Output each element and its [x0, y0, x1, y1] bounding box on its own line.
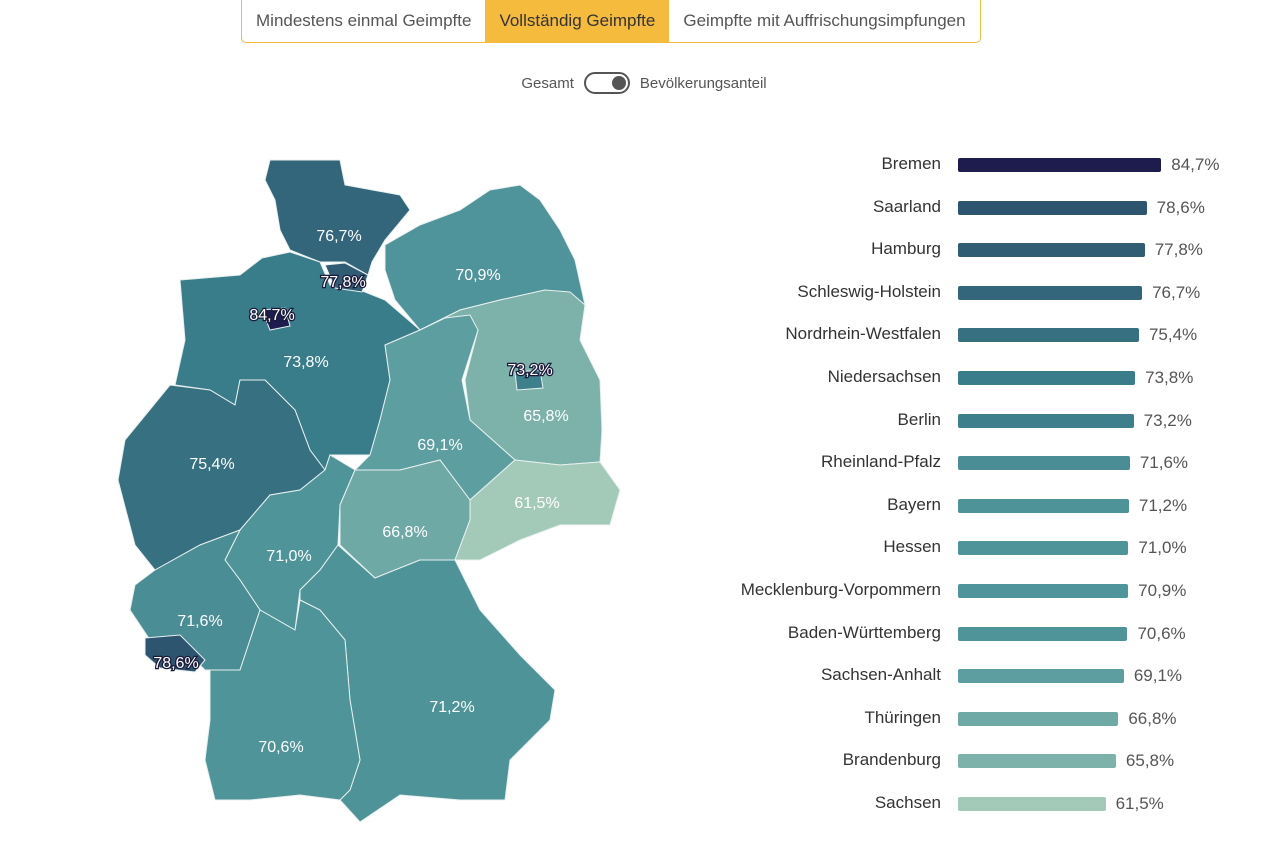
- bar-value-label: 77,8%: [1154, 240, 1203, 260]
- bar-label: Schleswig-Holstein: [797, 281, 941, 301]
- bar-value-label: 61,5%: [1115, 794, 1164, 813]
- bar-label: Sachsen-Anhalt: [820, 665, 941, 685]
- vaccination-type-tabs: Mindestens einmal Geimpfte Vollständig G…: [241, 0, 981, 43]
- map-value-label: 69,1%: [417, 437, 462, 454]
- bar[interactable]: [958, 711, 1119, 726]
- map-value-label: 84,7%: [249, 307, 294, 324]
- bar-label: Sachsen: [874, 793, 941, 812]
- map-state-mecklenburg-vorpommern[interactable]: [384, 184, 586, 331]
- bar[interactable]: [958, 285, 1143, 300]
- map-state-saarland[interactable]: [144, 634, 206, 673]
- bar[interactable]: [958, 669, 1124, 684]
- bar-label: Saarland: [872, 196, 941, 216]
- bar-label: Thüringen: [864, 707, 941, 727]
- map-value-label: 77,8%: [320, 274, 365, 291]
- bar-value-label: 75,4%: [1148, 325, 1198, 345]
- map-value-label: 61,5%: [514, 495, 559, 512]
- map-value-label: 75,4%: [189, 456, 234, 473]
- map-value-label: 66,8%: [382, 524, 427, 541]
- bar-value-label: 71,2%: [1138, 495, 1188, 515]
- bar[interactable]: [958, 541, 1129, 556]
- map-value-label: 76,7%: [316, 228, 361, 245]
- map-value-label: 71,0%: [266, 548, 311, 565]
- bar-value-label: 71,6%: [1139, 453, 1189, 473]
- display-mode-toggle-row: Gesamt Bevölkerungsanteil: [0, 72, 1288, 94]
- bar[interactable]: [958, 584, 1129, 598]
- bar-value-label: 69,1%: [1133, 666, 1183, 686]
- bar-label: Bayern: [887, 494, 941, 514]
- map-value-label: 65,8%: [523, 408, 568, 425]
- bar-value-label: 66,8%: [1128, 708, 1177, 728]
- bar-label: Mecklenburg-Vorpommern: [740, 580, 941, 599]
- map-state-berlin[interactable]: [514, 369, 544, 391]
- bar-label: Bremen: [881, 154, 941, 173]
- map-state-bremen[interactable]: [261, 307, 291, 331]
- map-value-label: 71,6%: [177, 613, 222, 630]
- bar[interactable]: [958, 158, 1162, 172]
- germany-map: 76,7% 70,9% 73,8% 65,8% 69,1% 75,4% 71,0% 66,8%…: [117, 159, 621, 823]
- bar-value-label: 70,6%: [1137, 623, 1186, 643]
- bar[interactable]: [958, 413, 1134, 428]
- bar[interactable]: [958, 626, 1128, 641]
- map-state-baden-württemberg[interactable]: [204, 599, 361, 801]
- bar-value-label: 73,8%: [1145, 368, 1194, 387]
- bar[interactable]: [958, 456, 1130, 471]
- bar[interactable]: [958, 371, 1136, 385]
- bar-label: Rheinland-Pfalz: [820, 452, 941, 472]
- map-value-label: 70,9%: [455, 267, 500, 284]
- bar[interactable]: [958, 328, 1139, 343]
- map-state-hamburg[interactable]: [324, 262, 369, 293]
- bar-label: Hamburg: [871, 239, 941, 259]
- tab-first-dose[interactable]: Mindestens einmal Geimpfte: [256, 11, 472, 30]
- bar-value-label: 71,0%: [1138, 538, 1187, 558]
- bar[interactable]: [958, 797, 1106, 811]
- tab-booster[interactable]: Geimpfte mit Auffrischungsimpfungen: [683, 11, 966, 30]
- map-value-label: 70,6%: [258, 739, 303, 756]
- bar[interactable]: [958, 498, 1129, 513]
- map-value-label: 73,2%: [507, 362, 552, 379]
- bar-value-label: 78,6%: [1156, 197, 1205, 217]
- map-value-label: 73,8%: [283, 354, 328, 371]
- bar-value-label: 70,9%: [1138, 581, 1187, 600]
- map-state-brandenburg[interactable]: [419, 289, 603, 466]
- map-state-sachsen[interactable]: [454, 459, 621, 561]
- map-value-label: 78,6%: [153, 655, 198, 672]
- bar[interactable]: [958, 243, 1145, 258]
- bar-value-label: 76,7%: [1152, 282, 1201, 302]
- bar-label: Nordrhein-Westfalen: [785, 324, 941, 344]
- bar-value-label: 65,8%: [1125, 751, 1175, 771]
- bar-value-label: 84,7%: [1171, 155, 1220, 174]
- toggle-right-label: Bevölkerungsanteil: [639, 74, 767, 92]
- map-value-label: 71,2%: [429, 699, 474, 716]
- tab-fully-vaccinated[interactable]: Vollständig Geimpfte: [485, 0, 670, 42]
- bar-value-label: 73,2%: [1143, 410, 1192, 430]
- switch-knob: [611, 76, 626, 90]
- bar-label: Brandenburg: [842, 750, 941, 770]
- bar[interactable]: [958, 754, 1116, 769]
- toggle-left-label: Gesamt: [521, 74, 574, 92]
- bar-label: Berlin: [897, 409, 941, 429]
- bar-label: Baden-Württemberg: [787, 622, 941, 642]
- bar[interactable]: [958, 200, 1147, 215]
- bar-label: Hessen: [883, 537, 941, 557]
- bar-label: Niedersachsen: [827, 367, 941, 386]
- display-mode-switch[interactable]: [583, 72, 630, 94]
